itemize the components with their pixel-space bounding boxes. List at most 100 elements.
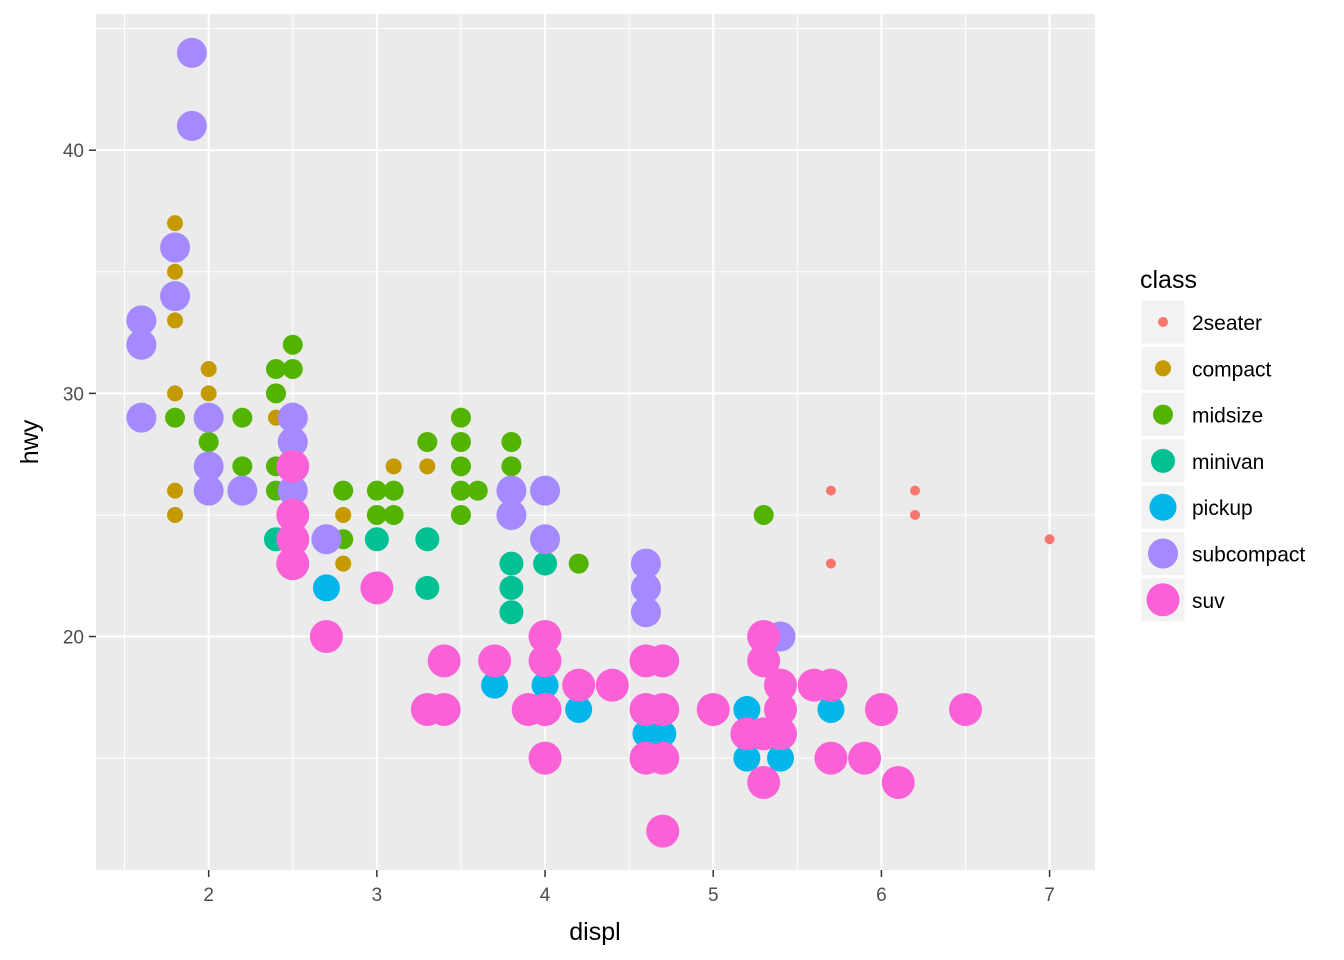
data-point-suv	[276, 449, 310, 483]
data-point-compact	[335, 555, 352, 572]
data-point-2seater	[825, 558, 836, 569]
data-point-subcompact	[630, 572, 661, 603]
data-point-subcompact	[630, 597, 661, 628]
legend-title: class	[1140, 266, 1197, 294]
data-point-subcompact	[126, 402, 157, 433]
data-point-subcompact	[160, 281, 191, 312]
x-tick-label: 7	[1044, 885, 1055, 906]
data-point-subcompact	[277, 427, 308, 457]
data-point-compact	[167, 385, 184, 402]
data-point-compact	[167, 506, 184, 523]
legend-swatch-subcompact	[1148, 538, 1178, 569]
data-point-subcompact	[126, 329, 157, 360]
data-point-pickup	[565, 696, 593, 723]
data-point-midsize	[232, 456, 253, 477]
data-point-suv	[814, 668, 848, 702]
data-point-2seater	[910, 509, 921, 520]
data-point-minivan	[415, 575, 440, 600]
data-point-subcompact	[530, 524, 561, 555]
data-point-midsize	[383, 480, 404, 501]
data-point-suv	[881, 765, 915, 799]
y-tick-label: 40	[63, 141, 84, 162]
legend-swatch-suv	[1146, 583, 1180, 617]
data-point-midsize	[265, 383, 286, 404]
data-point-subcompact	[193, 451, 224, 482]
data-point-subcompact	[193, 475, 224, 506]
data-point-midsize	[265, 359, 286, 380]
data-point-subcompact	[160, 232, 191, 263]
legend: class 2seater compact midsize minivan pickup…	[1140, 266, 1305, 623]
data-point-pickup	[312, 574, 340, 602]
x-axis: 2 3 4 5 6 7	[203, 870, 1055, 906]
legend-swatch-midsize	[1153, 404, 1173, 425]
data-point-suv	[562, 668, 596, 702]
data-point-suv	[528, 741, 562, 775]
data-point-pickup	[767, 744, 794, 772]
data-point-pickup	[649, 720, 677, 748]
data-point-suv	[276, 522, 310, 556]
data-point-midsize	[282, 359, 303, 380]
data-point-pickup	[817, 696, 845, 723]
data-point-suv	[848, 741, 882, 775]
data-point-midsize	[450, 432, 471, 452]
plot-panel	[96, 14, 1095, 870]
minor-gridlines	[96, 14, 1095, 870]
data-point-suv	[309, 620, 343, 654]
data-point-suv	[949, 693, 982, 726]
data-point-midsize	[568, 553, 589, 574]
data-point-subcompact	[496, 499, 527, 530]
data-point-suv	[646, 644, 680, 678]
x-tick-label: 5	[708, 885, 719, 906]
data-point-pickup	[481, 671, 509, 699]
data-point-suv	[747, 765, 781, 799]
legend-swatch-2seater	[1158, 317, 1168, 327]
data-point-subcompact	[496, 475, 527, 506]
data-point-suv	[764, 668, 797, 702]
data-point-midsize	[417, 432, 438, 452]
data-point-compact	[200, 361, 217, 378]
data-point-compact	[167, 482, 184, 499]
data-point-compact	[167, 312, 184, 329]
data-point-minivan	[364, 527, 389, 552]
legend-label: 2seater	[1192, 312, 1262, 335]
data-point-suv	[747, 620, 781, 654]
data-point-midsize	[501, 432, 522, 452]
data-point-subcompact	[630, 548, 661, 579]
data-point-minivan	[533, 551, 558, 576]
data-point-compact	[167, 263, 184, 280]
legend-label: midsize	[1192, 405, 1263, 428]
data-point-midsize	[282, 334, 303, 355]
data-point-compact	[335, 506, 352, 523]
y-tick-label: 20	[63, 628, 84, 649]
data-point-2seater	[825, 485, 836, 496]
data-point-suv	[427, 644, 461, 678]
data-point-subcompact	[530, 475, 561, 506]
data-point-minivan	[415, 527, 440, 552]
data-point-suv	[646, 693, 680, 726]
data-points	[126, 37, 1055, 848]
data-point-suv	[528, 693, 562, 726]
data-point-subcompact	[311, 524, 342, 555]
y-axis: 20 30 40	[63, 141, 96, 649]
data-point-subcompact	[126, 305, 157, 336]
data-point-compact	[385, 458, 402, 475]
data-point-suv	[360, 571, 394, 605]
legend-label: minivan	[1192, 451, 1264, 474]
legend-label: suv	[1192, 590, 1225, 613]
data-point-suv	[696, 693, 730, 726]
legend-swatch-minivan	[1151, 448, 1175, 473]
data-point-suv	[427, 693, 461, 726]
legend-swatch-pickup	[1149, 493, 1177, 521]
x-tick-label: 6	[876, 885, 887, 906]
x-tick-label: 3	[372, 885, 383, 906]
legend-swatch-compact	[1155, 360, 1171, 377]
data-point-midsize	[753, 504, 774, 525]
data-point-suv	[276, 498, 310, 532]
data-point-suv	[764, 693, 797, 726]
x-tick-label: 4	[540, 885, 551, 906]
data-point-suv	[276, 547, 310, 581]
data-point-suv	[478, 644, 512, 678]
data-point-pickup	[733, 744, 761, 772]
data-point-compact	[419, 458, 436, 475]
